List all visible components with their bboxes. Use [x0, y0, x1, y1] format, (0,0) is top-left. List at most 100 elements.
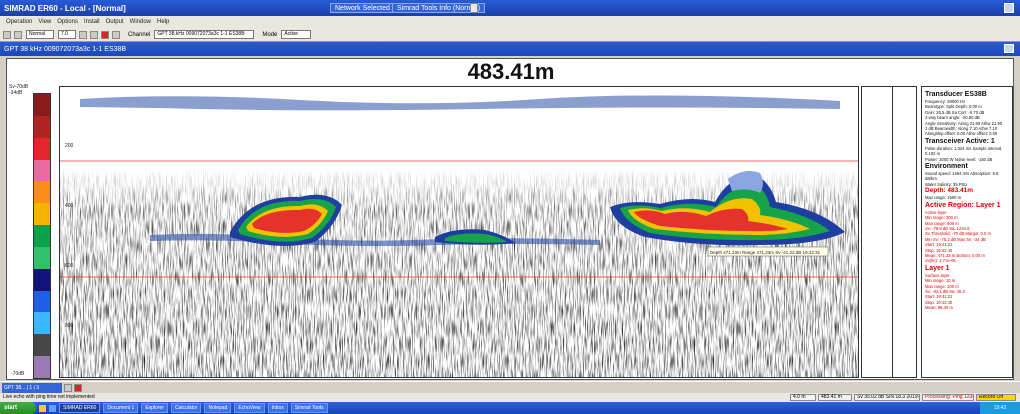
color-scale-segment — [34, 246, 50, 269]
color-scale-segment — [34, 290, 50, 313]
echogram-window-title: GPT 38 kHz 009072073a3c 1-1 ES38B — [0, 42, 1020, 56]
taskbar-item-tools[interactable]: Simrad Tools Info (Normal) — [392, 3, 486, 13]
menu-install[interactable]: Install — [83, 19, 100, 25]
pause-icon[interactable] — [112, 30, 120, 39]
color-scale-segment — [34, 268, 50, 291]
forward-icon[interactable] — [14, 30, 22, 39]
depth-readout: 483.41m — [467, 59, 555, 84]
cursor-tooltip: Depth 471.23m Range 471.23m Sv -41.23 dB… — [710, 250, 821, 255]
cursor-tooltip-box — [707, 246, 829, 257]
active-region-heading: Active Region: Layer 1 — [925, 201, 1001, 209]
fish-school-middle — [435, 229, 515, 245]
info-line: Stop: 19:42:40 — [925, 299, 953, 305]
info-line: Mean: 98.40 m — [925, 305, 953, 311]
pane-tabs: GPT 38... | 1 | 3 — [0, 381, 1020, 393]
start-button[interactable]: start — [0, 402, 36, 414]
pane-close-icon[interactable] — [74, 383, 82, 392]
quicklaunch-icon[interactable] — [39, 404, 46, 412]
info-line: Gain: 26.5 dB Sa Corr: -0.70 dB — [925, 109, 985, 115]
channel-label: Channel — [128, 31, 151, 38]
window-close-icon[interactable] — [1004, 44, 1014, 53]
menu-operation[interactable]: Operation — [6, 19, 33, 25]
task-button[interactable]: Inbox — [267, 403, 288, 413]
info-panel: Transducer ES38B Frequency: 38000 Hz Beam… — [921, 86, 1013, 378]
echogram-title: GPT 38 kHz 009072073a3c 1-1 ES38B — [4, 45, 127, 53]
depth-sub: Max range: 1500 m — [925, 195, 962, 201]
pane-restore-icon[interactable] — [64, 383, 72, 392]
info-line: Surface layer — [925, 272, 950, 278]
surface-echo — [80, 95, 840, 111]
echogram-svg[interactable]: Depth 471.23m Range 471.23m Sv -41.23 dB… — [60, 87, 859, 378]
depth-tick: 800 — [65, 323, 74, 329]
close-icon[interactable] — [1004, 3, 1014, 13]
mode-select[interactable]: Active — [281, 30, 312, 39]
pane-tab[interactable]: GPT 38... | 1 | 3 — [2, 382, 62, 393]
colorbar-top-label: Sv-70dB -34dB — [9, 84, 29, 96]
task-button[interactable]: Simrad Tools — [290, 403, 328, 413]
info-line: Power: 2000 W Noise level: -150 dB — [925, 156, 993, 162]
mode-field[interactable]: Normal — [26, 30, 54, 39]
task-button[interactable]: Document 1 — [103, 403, 139, 413]
color-scale-segment — [34, 312, 50, 335]
history-cursor[interactable] — [892, 87, 893, 377]
status-bar: Live echo with ping time not implemented… — [0, 393, 1020, 402]
layer-heading: Layer 1 — [925, 264, 950, 272]
echogram-display[interactable]: Depth 471.23m Range 471.23m Sv -41.23 dB… — [59, 86, 859, 378]
task-button[interactable]: EchoView — [234, 403, 265, 413]
task-button[interactable]: Calculator — [170, 403, 202, 413]
back-icon[interactable] — [3, 30, 11, 39]
menu-view[interactable]: View — [38, 19, 52, 25]
taskbar-item-network[interactable]: Network Selected — [330, 3, 395, 13]
task-button[interactable]: Explorer — [141, 403, 168, 413]
info-line: Alongship offset: 0.00 Athw offset: 0.00 — [925, 131, 998, 137]
status-cell: 4.0 m — [790, 394, 816, 401]
depth-heading: Depth: 483.41m — [925, 187, 974, 195]
menu-options[interactable]: Options — [57, 19, 78, 25]
menu-bar: Operation View Options Install Output Wi… — [0, 16, 1020, 28]
color-scale-segment — [34, 115, 50, 138]
quicklaunch-icon[interactable] — [49, 404, 56, 412]
info-line: 2-way beam angle: -20.80 dB — [925, 115, 980, 121]
info-line: Angle Sensitivity: Along 21.90 Athw 21.9… — [925, 120, 1003, 126]
restore-icon[interactable] — [470, 3, 478, 13]
menu-window[interactable]: Window — [129, 19, 151, 25]
region-lines: Active layer Min range: 200 m Max range: 6… — [925, 210, 1009, 264]
menu-help[interactable]: Help — [157, 19, 170, 25]
toolbar: Normal 7.0 Channel GPT 38 kHz 009072073a… — [0, 28, 1020, 42]
info-line: Beamtype: Split Depth: 0.00 m — [925, 104, 982, 110]
task-button[interactable]: SIMRAD ER60 — [59, 403, 101, 413]
info-line: Sound speed: 1494 m/s Absorption: 9.8 dB… — [925, 171, 999, 182]
mode-label: Mode — [262, 31, 278, 38]
step-icon[interactable] — [79, 30, 87, 39]
color-scale-segment — [34, 334, 50, 357]
color-scale-bar — [33, 93, 51, 379]
color-scale-segment — [34, 225, 50, 247]
status-cell: 483.41 m — [818, 394, 852, 401]
app-titlebar: SIMRAD ER60 - Local - [Normal] Network S… — [0, 0, 1020, 16]
echogram-workspace: 483.41m Sv-70dB -34dB -70dB — [6, 58, 1014, 380]
transceiver-lines: Pulse duration: 1.024 ms Sample interval… — [925, 146, 1009, 162]
menu-output[interactable]: Output — [105, 19, 124, 25]
info-line: Min Sv: -75.2 dB Max Sv: -34 dB — [925, 236, 986, 242]
environment-heading: Environment — [925, 163, 968, 171]
record-status[interactable]: Record Off — [976, 394, 1016, 401]
color-scale-segment — [34, 137, 50, 160]
color-scale-segment — [34, 356, 50, 378]
info-line: Frequency: 38000 Hz — [925, 99, 966, 104]
info-line: Pulse duration: 1.024 ms Sample interval… — [925, 145, 1002, 157]
info-line: Sv: -82.1 dB Sa: 45.3 — [925, 288, 965, 294]
channel-select[interactable]: GPT 38 kHz 009072073a3c 1-1 ES38B — [154, 30, 255, 39]
task-button[interactable]: Notepad — [204, 403, 232, 413]
depth-tick: 600 — [65, 263, 74, 269]
range-field[interactable]: 7.0 — [58, 30, 76, 39]
play-icon[interactable] — [90, 30, 98, 39]
info-line: Water Salinity: 35 PSU — [925, 181, 968, 187]
app-title: SIMRAD ER60 - Local - [Normal] — [4, 3, 126, 13]
transducer-lines: Frequency: 38000 Hz Beamtype: Split Depth… — [925, 99, 1009, 137]
fish-school-right — [610, 171, 845, 246]
info-line: Min range: 200 m — [925, 215, 958, 221]
record-icon[interactable] — [101, 30, 109, 39]
info-line: Active layer — [925, 209, 947, 215]
history-strip[interactable] — [861, 86, 917, 378]
info-line: Max range: 600 m — [925, 220, 959, 226]
